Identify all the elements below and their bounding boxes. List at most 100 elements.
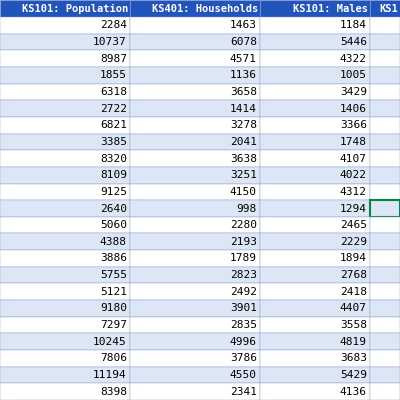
Text: 4550: 4550 [230, 370, 257, 380]
Bar [130, 100, 260, 117]
Text: 3638: 3638 [230, 154, 257, 164]
Bar [260, 383, 370, 400]
Text: 4996: 4996 [230, 337, 257, 347]
Text: 1136: 1136 [230, 70, 257, 80]
Bar [130, 317, 260, 333]
Text: 4022: 4022 [340, 170, 367, 180]
Text: 11194: 11194 [93, 370, 127, 380]
Bar [0, 284, 130, 300]
Text: 2418: 2418 [340, 287, 367, 297]
Bar [370, 34, 400, 50]
Bar [260, 333, 370, 350]
Bar [0, 267, 130, 284]
Text: 2193: 2193 [230, 237, 257, 247]
Text: 2823: 2823 [230, 270, 257, 280]
Text: 3658: 3658 [230, 87, 257, 97]
Bar [130, 367, 260, 383]
Bar [370, 184, 400, 200]
Text: 3366: 3366 [340, 120, 367, 130]
Bar [260, 317, 370, 333]
Bar [130, 67, 260, 84]
Text: 2284: 2284 [100, 20, 127, 30]
Bar [370, 100, 400, 117]
Text: 8320: 8320 [100, 154, 127, 164]
Bar [260, 350, 370, 367]
Bar [0, 383, 130, 400]
Bar [130, 284, 260, 300]
Bar [130, 134, 260, 150]
Text: 998: 998 [236, 204, 257, 214]
Text: 3901: 3901 [230, 304, 257, 314]
Bar [130, 150, 260, 167]
Bar [370, 350, 400, 367]
Bar [130, 167, 260, 184]
Bar [260, 367, 370, 383]
Text: KS101: Population: KS101: Population [22, 4, 128, 14]
Bar [130, 267, 260, 284]
Bar [130, 0, 260, 17]
Bar [370, 300, 400, 317]
Bar [370, 367, 400, 383]
Bar [370, 333, 400, 350]
Text: 2640: 2640 [100, 204, 127, 214]
Bar [370, 317, 400, 333]
Bar [260, 34, 370, 50]
Text: 4136: 4136 [340, 387, 367, 397]
Bar [260, 234, 370, 250]
Bar [260, 167, 370, 184]
Text: 1406: 1406 [340, 104, 367, 114]
Bar [370, 383, 400, 400]
Bar [0, 84, 130, 100]
Text: 2492: 2492 [230, 287, 257, 297]
Bar [370, 234, 400, 250]
Bar [130, 200, 260, 217]
Text: 3251: 3251 [230, 170, 257, 180]
Text: 1789: 1789 [230, 254, 257, 264]
Bar [0, 167, 130, 184]
Text: 2768: 2768 [340, 270, 367, 280]
Bar [370, 84, 400, 100]
Text: KS101: Males: KS101: Males [293, 4, 368, 14]
Text: 1463: 1463 [230, 20, 257, 30]
Text: 4571: 4571 [230, 54, 257, 64]
Bar [130, 217, 260, 234]
Text: 3886: 3886 [100, 254, 127, 264]
Text: KS1: KS1 [379, 4, 398, 14]
Text: 3385: 3385 [100, 137, 127, 147]
Bar [370, 150, 400, 167]
Text: 10245: 10245 [93, 337, 127, 347]
Text: 3683: 3683 [340, 353, 367, 363]
Text: 9125: 9125 [100, 187, 127, 197]
Bar [370, 67, 400, 84]
Bar [260, 17, 370, 34]
Bar [130, 333, 260, 350]
Bar [260, 84, 370, 100]
Bar [260, 300, 370, 317]
Text: 9180: 9180 [100, 304, 127, 314]
Bar [370, 167, 400, 184]
Text: 10737: 10737 [93, 37, 127, 47]
Bar [130, 383, 260, 400]
Bar [370, 284, 400, 300]
Bar [130, 250, 260, 267]
Text: 2465: 2465 [340, 220, 367, 230]
Bar [130, 117, 260, 134]
Bar [0, 234, 130, 250]
Bar [0, 50, 130, 67]
Bar [130, 300, 260, 317]
Bar [0, 200, 130, 217]
Bar [370, 250, 400, 267]
Bar [0, 17, 130, 34]
Text: 1894: 1894 [340, 254, 367, 264]
Text: 3429: 3429 [340, 87, 367, 97]
Bar [260, 217, 370, 234]
Bar [370, 0, 400, 17]
Text: 4150: 4150 [230, 187, 257, 197]
Text: 5429: 5429 [340, 370, 367, 380]
Bar [130, 350, 260, 367]
Bar [370, 217, 400, 234]
Text: 8987: 8987 [100, 54, 127, 64]
Bar [130, 184, 260, 200]
Bar [260, 267, 370, 284]
Text: 4407: 4407 [340, 304, 367, 314]
